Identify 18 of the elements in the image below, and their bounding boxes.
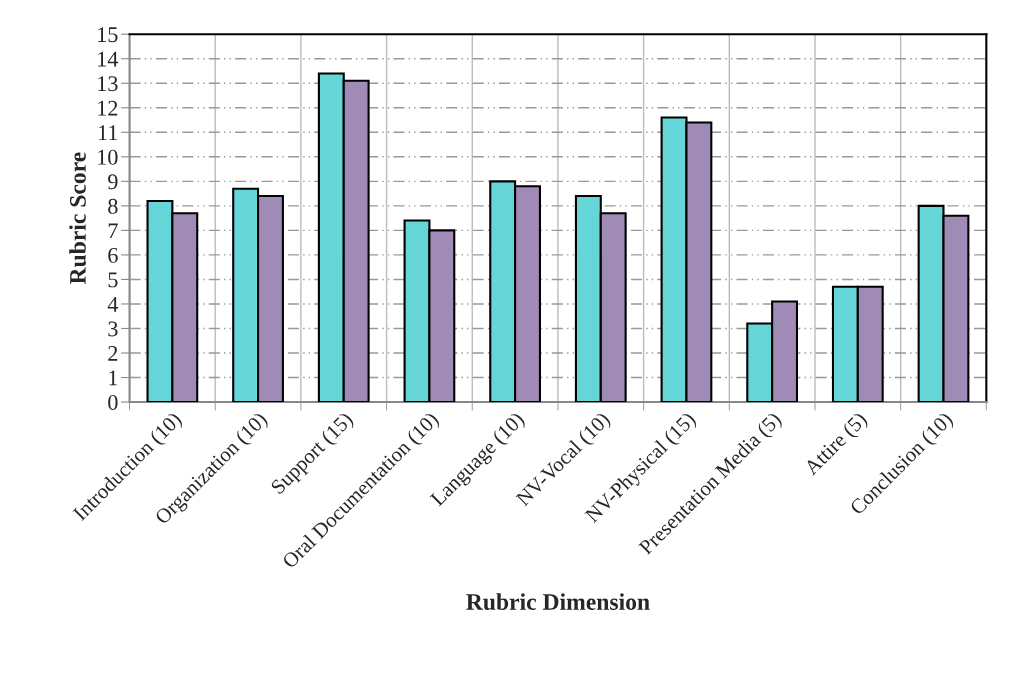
y-tick-label: 4 [107,297,119,312]
y-tick-label: 5 [108,272,118,288]
y-tick-label: 13 [98,76,118,92]
y-tick-label: 12 [98,100,118,116]
x-axis-title: Rubric Dimension [466,593,650,610]
y-tick-label: 3 [108,321,118,337]
y-tick-label: 6 [108,247,118,263]
y-tick-label: 15 [98,27,118,43]
y-tick-label: 2 [108,346,118,361]
y-tick-label: 7 [108,223,118,239]
y-tick-label: 0 [108,394,118,410]
y-tick-label: 8 [108,198,118,214]
y-tick-label: 9 [108,174,118,190]
y-axis-title: Rubric Score [69,152,86,285]
y-tick-label: 11 [98,125,118,140]
y-tick-label: 10 [98,149,118,165]
y-tick-label: 1 [109,370,118,386]
y-tick-label: 14 [98,51,119,67]
